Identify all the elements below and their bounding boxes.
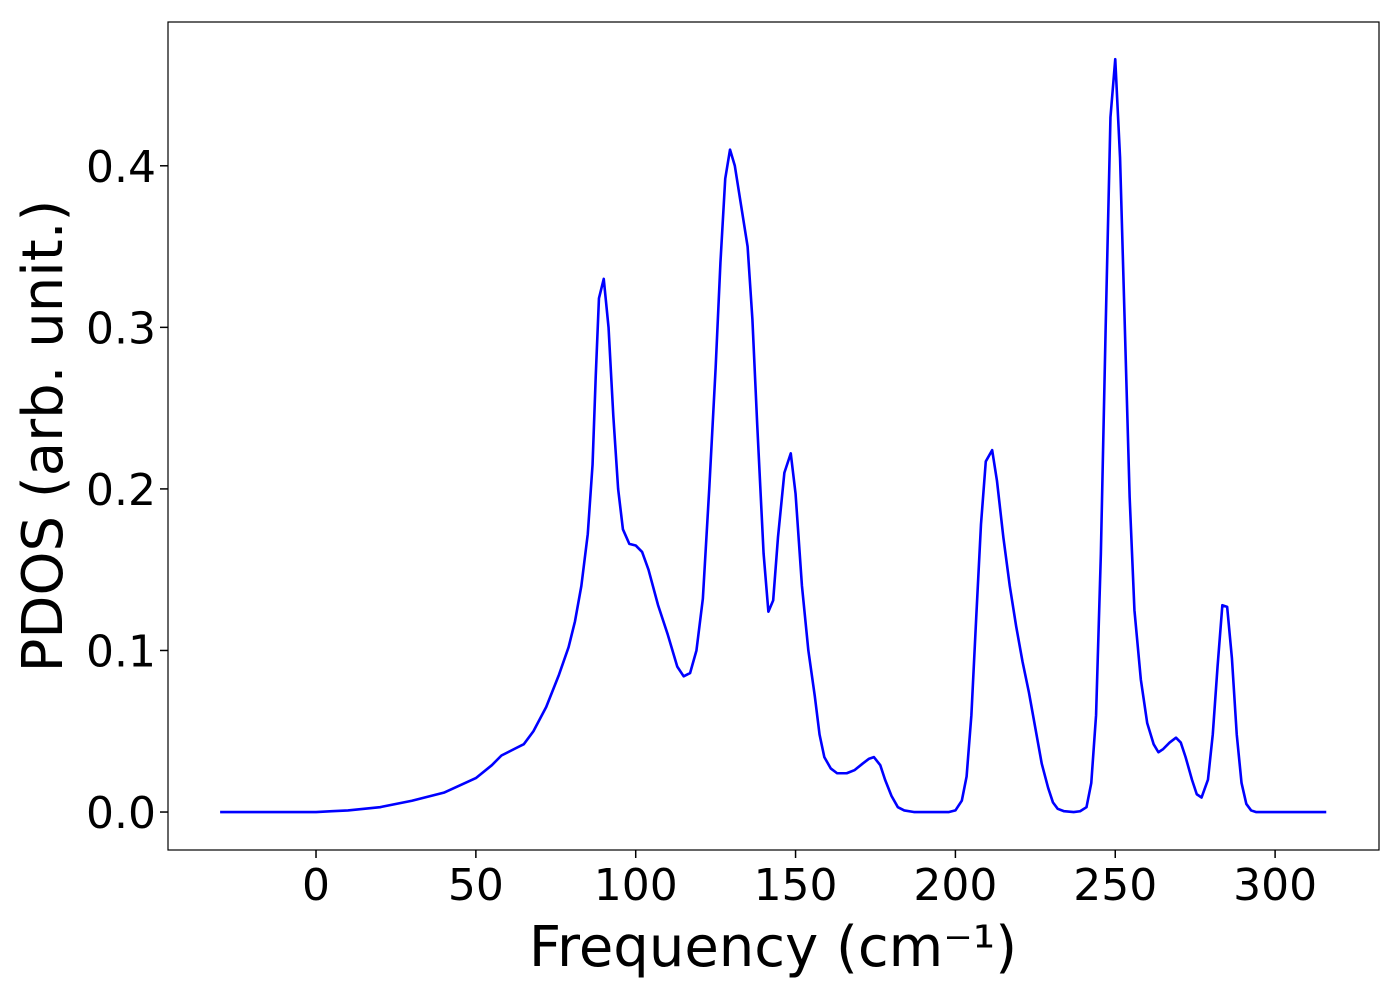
x-tick-label: 100 <box>594 860 678 911</box>
x-tick-label: 50 <box>448 860 504 911</box>
x-tick-label: 300 <box>1233 860 1317 911</box>
y-tick-label: 0.1 <box>86 626 156 677</box>
y-tick-label: 0.4 <box>86 142 156 193</box>
x-axis-label: Frequency (cm⁻¹) <box>529 915 1017 980</box>
y-tick-label: 0.3 <box>86 303 156 354</box>
y-tick-label: 0.0 <box>86 788 156 839</box>
y-tick-label: 0.2 <box>86 465 156 516</box>
plot-frame <box>167 21 1380 851</box>
data-line <box>220 57 1327 814</box>
x-tick-label: 0 <box>302 860 330 911</box>
x-tick-label: 200 <box>913 860 997 911</box>
y-axis-label: PDOS (arb. unit.) <box>11 200 76 673</box>
x-tick-label: 150 <box>754 860 838 911</box>
x-tick-label: 250 <box>1073 860 1157 911</box>
